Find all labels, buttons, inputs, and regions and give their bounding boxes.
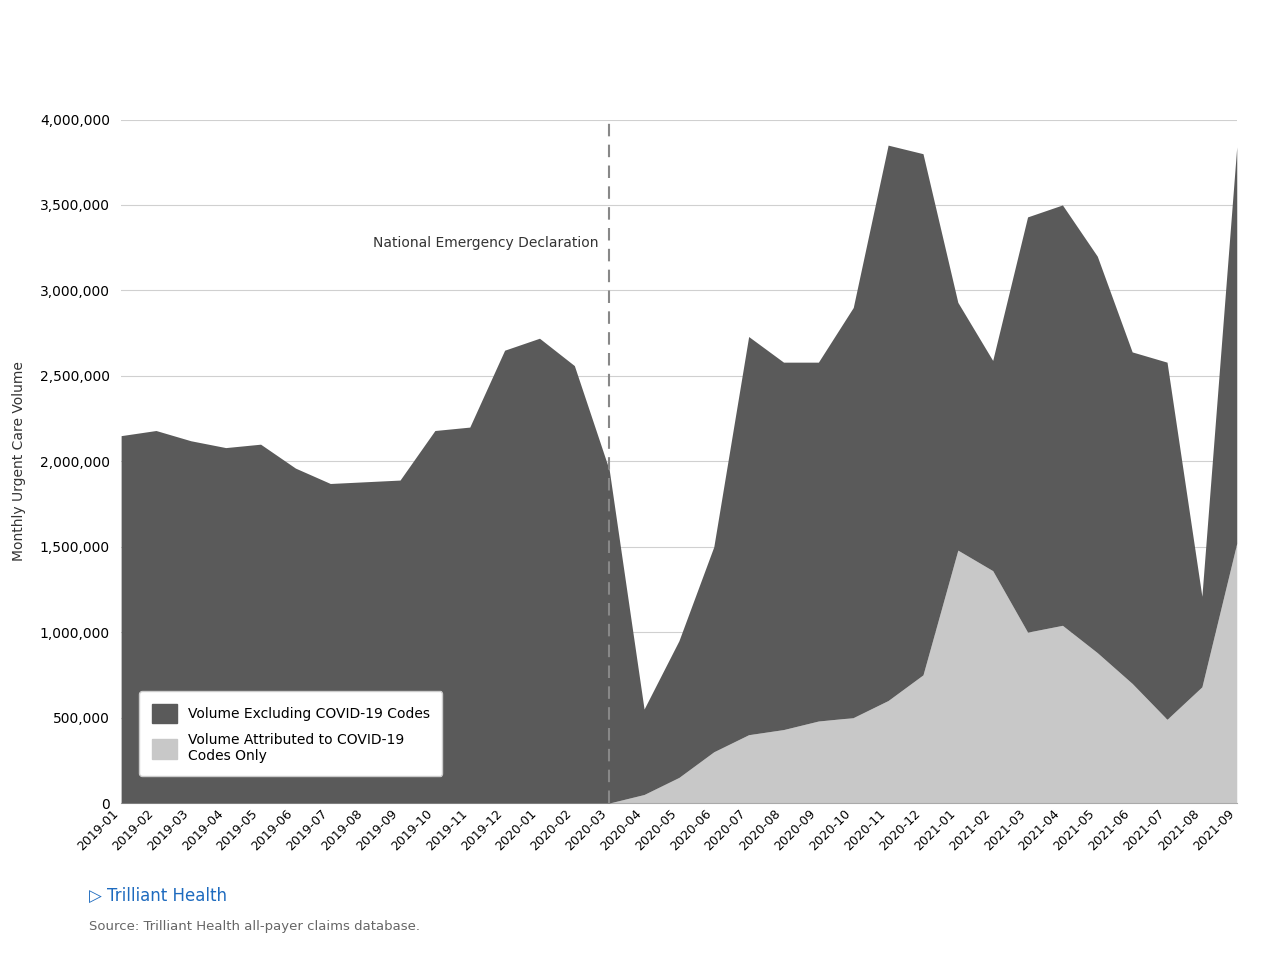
Text: URGENT CARE UTILIZATION, SEGMENTED BY COVID-19 CODES,
JANUARY 2019 – SEPTEMBER 2: URGENT CARE UTILIZATION, SEGMENTED BY CO… <box>185 28 799 73</box>
Text: FIGURE 1.: FIGURE 1. <box>32 40 148 60</box>
Y-axis label: Monthly Urgent Care Volume: Monthly Urgent Care Volume <box>11 361 26 561</box>
Text: Source: Trilliant Health all-payer claims database.: Source: Trilliant Health all-payer claim… <box>89 920 421 933</box>
Legend: Volume Excluding COVID-19 Codes, Volume Attributed to COVID-19
Codes Only: Volume Excluding COVID-19 Codes, Volume … <box>139 691 442 775</box>
Text: ▷ Trilliant Health: ▷ Trilliant Health <box>89 887 227 905</box>
Text: National Emergency Declaration: National Emergency Declaration <box>374 235 599 250</box>
